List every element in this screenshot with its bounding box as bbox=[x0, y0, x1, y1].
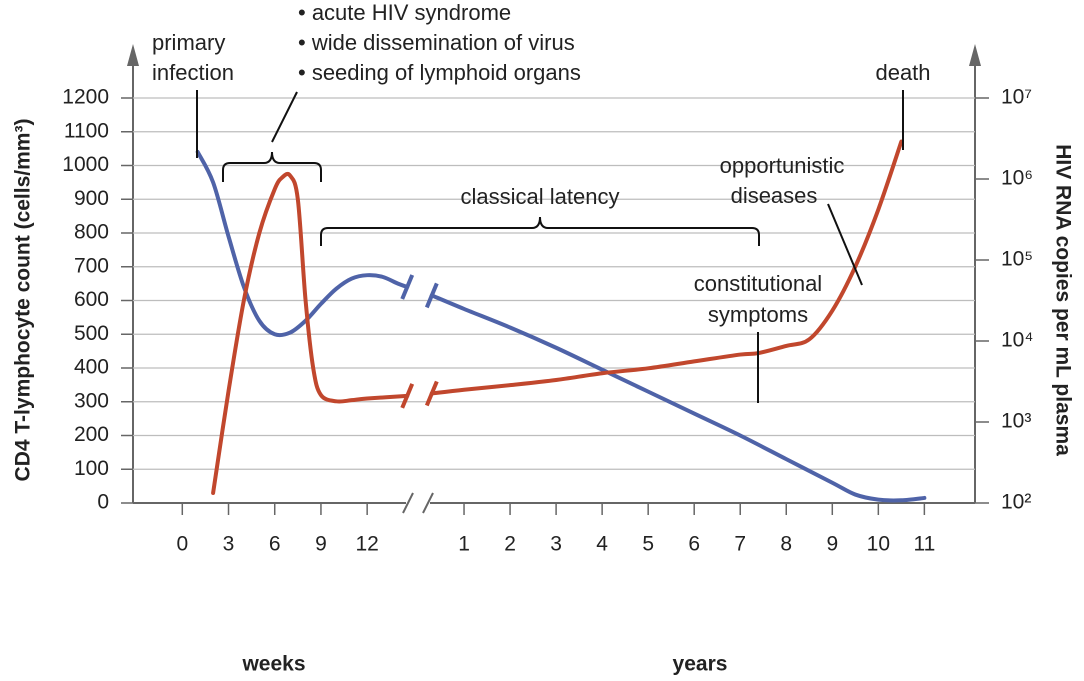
x-tick-label: 7 bbox=[734, 533, 746, 556]
bracket bbox=[320, 216, 760, 246]
annotation: death bbox=[875, 60, 930, 85]
series-line bbox=[429, 139, 904, 396]
axes-frame bbox=[127, 44, 981, 514]
y-tick-label: 100 bbox=[74, 457, 109, 480]
x-axis-title: weeks bbox=[241, 653, 305, 676]
y-tick-label: 500 bbox=[74, 322, 109, 345]
x-axis-title: years bbox=[673, 653, 728, 676]
series-line bbox=[429, 293, 927, 503]
annotation: symptoms bbox=[708, 302, 808, 327]
x-tick-label: 9 bbox=[826, 533, 838, 556]
x-tick-label: 9 bbox=[315, 533, 327, 556]
break-mark bbox=[400, 383, 415, 409]
annotations: primary infection • acute HIV syndrome •… bbox=[152, 0, 931, 403]
x-tick-label: 10 bbox=[867, 533, 890, 556]
x-tick-label: 3 bbox=[550, 533, 562, 556]
annotation: • wide dissemination of virus bbox=[298, 30, 575, 55]
y2-tick-label: 10⁷ bbox=[1001, 86, 1032, 109]
leader-line bbox=[827, 203, 863, 286]
break-mark bbox=[424, 282, 439, 309]
x-tick-label: 5 bbox=[642, 533, 654, 556]
y-tick-label: 700 bbox=[74, 254, 109, 277]
leader-line bbox=[271, 91, 298, 143]
series-line bbox=[211, 171, 410, 495]
annotation: diseases bbox=[731, 183, 818, 208]
y2-tick-label: 10⁴ bbox=[1001, 329, 1033, 352]
annotation: • seeding of lymphoid organs bbox=[298, 60, 581, 85]
y2-tick-label: 10⁶ bbox=[1001, 167, 1033, 190]
y-tick-label: 1200 bbox=[62, 86, 109, 109]
y-tick-label: 1000 bbox=[62, 153, 109, 176]
bracket bbox=[222, 151, 322, 182]
y2-axis-title: HIV RNA copies per mL plasma bbox=[1051, 144, 1074, 456]
x-tick-label: 0 bbox=[176, 533, 188, 556]
y-axis-title: CD4 T-lymphocyte count (cells/mm³) bbox=[12, 119, 35, 482]
y2-tick-label: 10³ bbox=[1001, 410, 1031, 433]
y-tick-label: 300 bbox=[74, 389, 109, 412]
x-tick-label: 6 bbox=[688, 533, 700, 556]
x-tick-label: 1 bbox=[458, 533, 470, 556]
x-tick-label: 3 bbox=[223, 533, 235, 556]
x-tick-label: 2 bbox=[504, 533, 516, 556]
y-tick-label: 800 bbox=[74, 221, 109, 244]
y-tick-label: 400 bbox=[74, 356, 109, 379]
annotation: constitutional bbox=[694, 271, 822, 296]
y-tick-label: 600 bbox=[74, 288, 109, 311]
annotation: • acute HIV syndrome bbox=[298, 0, 511, 25]
y-tick-label: 0 bbox=[97, 491, 109, 514]
x-tick-label: 11 bbox=[913, 533, 935, 556]
x-tick-label: 12 bbox=[355, 533, 378, 556]
y-tick-label: 900 bbox=[74, 187, 109, 210]
break-mark bbox=[424, 380, 439, 407]
y2-tick-label: 10⁵ bbox=[1001, 248, 1033, 271]
y-tick-label: 1100 bbox=[64, 119, 109, 142]
y-tick-label: 200 bbox=[74, 423, 109, 446]
grid: 0100200300400500600700800900100011001200… bbox=[62, 86, 1033, 556]
axis-break bbox=[422, 492, 434, 514]
annotation: classical latency bbox=[461, 184, 620, 209]
axis-break bbox=[402, 492, 414, 514]
right-arrow bbox=[969, 44, 981, 66]
annotation: primary bbox=[152, 30, 225, 55]
y2-tick-label: 10² bbox=[1001, 491, 1031, 514]
curves bbox=[195, 139, 927, 503]
x-tick-label: 8 bbox=[780, 533, 792, 556]
x-tick-label: 6 bbox=[269, 533, 281, 556]
break-mark bbox=[400, 274, 415, 300]
left-arrow bbox=[127, 44, 139, 66]
annotation: opportunistic bbox=[720, 153, 845, 178]
x-tick-label: 4 bbox=[596, 533, 608, 556]
annotation: infection bbox=[152, 60, 234, 85]
